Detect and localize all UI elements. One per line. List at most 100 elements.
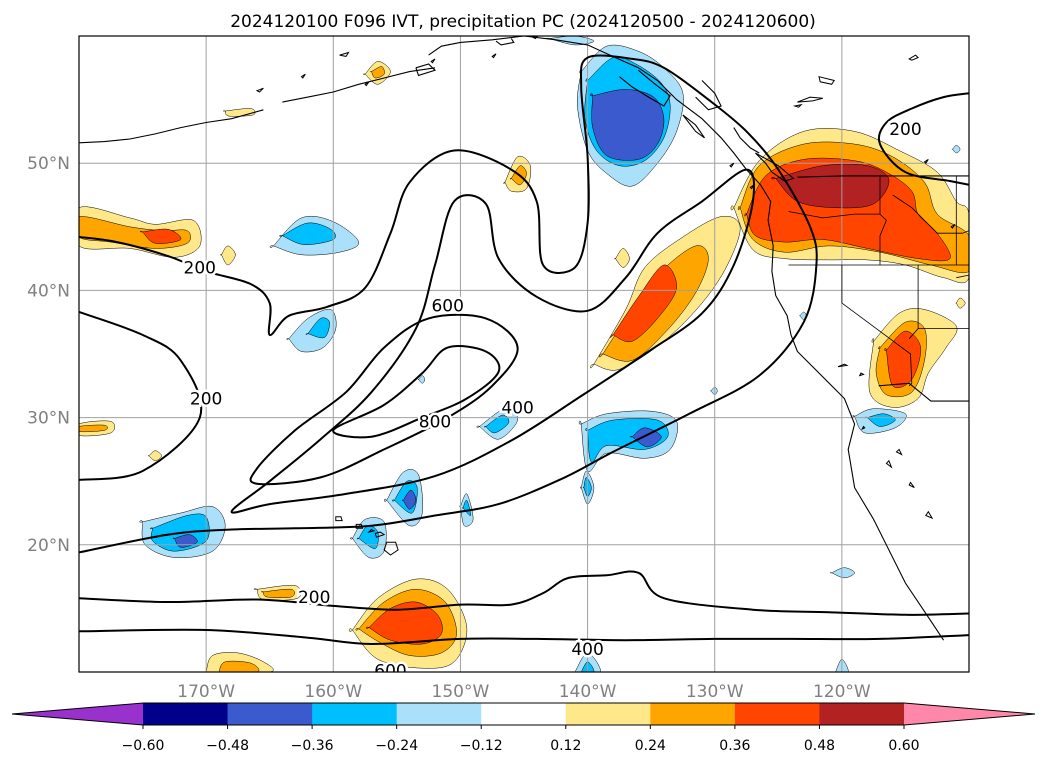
lat-tick-label: 40°N [27, 281, 70, 301]
colorbar-tick-label: −0.60 [122, 738, 165, 754]
precip-region-small-negative-156w-24n [383, 469, 424, 527]
country-border [878, 382, 969, 402]
island [729, 162, 735, 168]
colorbar: −0.60 −0.48 −0.36 −0.24 −0.12 0.12 0.24 0.36 0.4… [11, 702, 1036, 754]
island [885, 459, 893, 469]
colorbar-swatch [819, 703, 905, 725]
longitude-tick-labels: 170°W 160°W 150°W 140°W 130°W 120°W [177, 682, 871, 702]
island [491, 53, 497, 59]
precip-fill-bin-7 [260, 588, 295, 598]
colorbar-extend-high [904, 703, 1035, 725]
precip-fill-bin-6 [614, 248, 630, 268]
precip-region-offshore-positive-band [590, 215, 741, 371]
coastline [695, 80, 722, 111]
lon-tick-label: 150°W [432, 682, 490, 702]
island [749, 184, 755, 190]
precip-region-pnw-positive [730, 128, 969, 284]
lat-tick-label: 20°N [27, 536, 70, 556]
country-border [797, 175, 969, 178]
precip-region-small-negative-162w-37n [286, 308, 337, 353]
island [861, 425, 866, 431]
lat-tick-label: 30°N [27, 409, 70, 429]
precip-fill-bin-7 [216, 660, 260, 672]
island [300, 73, 306, 79]
colorbar-tick-label: 0.60 [888, 738, 919, 754]
ivt-contour-600 [249, 313, 519, 486]
island [908, 481, 915, 489]
ivt-contour-labels: 200 200 200 200 400 400 600 600 800 [181, 117, 924, 672]
island [367, 528, 376, 534]
colorbar-extend-low [12, 703, 143, 725]
precip-fill-bin-8 [365, 601, 443, 645]
colorbar-swatch [227, 703, 313, 725]
state-border [892, 194, 957, 234]
precip-fill-bin-9 [771, 163, 890, 209]
ivt-contour-label: 200 [889, 120, 921, 140]
colorbar-tick-label: −0.36 [291, 738, 334, 754]
precip-fill-bin-2 [172, 534, 198, 548]
colorbar-tick-label: 0.12 [550, 738, 581, 754]
ivt-contour-label: 200 [184, 259, 216, 279]
coastline [415, 63, 437, 77]
precip-region-small-positive-163w-16n [253, 584, 302, 601]
precip-fill-bin-4 [417, 375, 426, 384]
precip-region-california-positive [868, 308, 958, 408]
island [374, 531, 386, 538]
precip-fill-bin-6 [147, 450, 162, 462]
coastline [619, 69, 671, 107]
precip-fill-bin-7 [79, 424, 108, 433]
precip-region-small-positive-111w-39n [955, 297, 966, 309]
island [950, 223, 956, 229]
ivt-contour-label: 600 [431, 297, 463, 317]
colorbar-swatch [481, 703, 567, 725]
precip-fill-bin-4 [951, 145, 961, 154]
coastline-layer [79, 36, 969, 641]
ivt-contour-label: 400 [501, 398, 533, 418]
island [339, 51, 350, 57]
precip-region-small-negative-151w-33n [417, 375, 426, 384]
lon-tick-label: 140°W [559, 682, 617, 702]
colorbar-swatch [312, 703, 398, 725]
coastline [682, 114, 705, 139]
precip-region-small-negative-113w-51n [951, 145, 961, 154]
precip-region-small-negative-120w-18n [829, 567, 855, 579]
precip-region-small-positive-172w-30n [79, 420, 116, 437]
coastline [523, 36, 945, 641]
island [925, 510, 934, 520]
map-frame [78, 35, 970, 673]
ivt-contour-200 [877, 92, 969, 186]
state-border [841, 265, 913, 384]
island [335, 516, 343, 522]
state-border [879, 175, 887, 265]
latitude-tick-labels: 20°N 30°N 40°N 50°N [27, 154, 70, 556]
precip-fill-bin-7 [370, 66, 385, 79]
island [255, 87, 264, 93]
colorbar-tick-label: −0.12 [460, 738, 503, 754]
coastline [733, 127, 760, 154]
coastline [495, 38, 515, 46]
precip-pc-fill-layer [79, 36, 969, 672]
island [908, 54, 919, 61]
precip-fill-bin-8 [609, 264, 677, 343]
ivt-contour-label: 200 [190, 390, 222, 410]
colorbar-tick-label: −0.24 [375, 738, 418, 754]
island [792, 103, 803, 108]
island [818, 76, 836, 85]
lon-tick-label: 170°W [177, 682, 235, 702]
ivt-contour-layer [79, 54, 969, 646]
precip-fill-bin-4 [829, 567, 855, 579]
ivt-contour-label: 400 [571, 640, 603, 660]
colorbar-swatch [650, 703, 736, 725]
precip-fill-bin-6 [955, 297, 966, 309]
island [797, 96, 823, 103]
island [531, 36, 539, 40]
precip-region-south-west-positive [202, 652, 274, 672]
colorbar-swatch [565, 703, 651, 725]
colorbar-swatch [396, 703, 482, 725]
lon-tick-label: 120°W [813, 682, 871, 702]
colorbar-tick-label: 0.36 [719, 738, 750, 754]
chart-title: 2024120100 F096 IVT, precipitation PC (2… [230, 12, 816, 32]
precip-fill-bin-3 [461, 499, 471, 516]
ivt-contour-400 [230, 168, 756, 514]
ivt-contour-800 [332, 345, 501, 439]
